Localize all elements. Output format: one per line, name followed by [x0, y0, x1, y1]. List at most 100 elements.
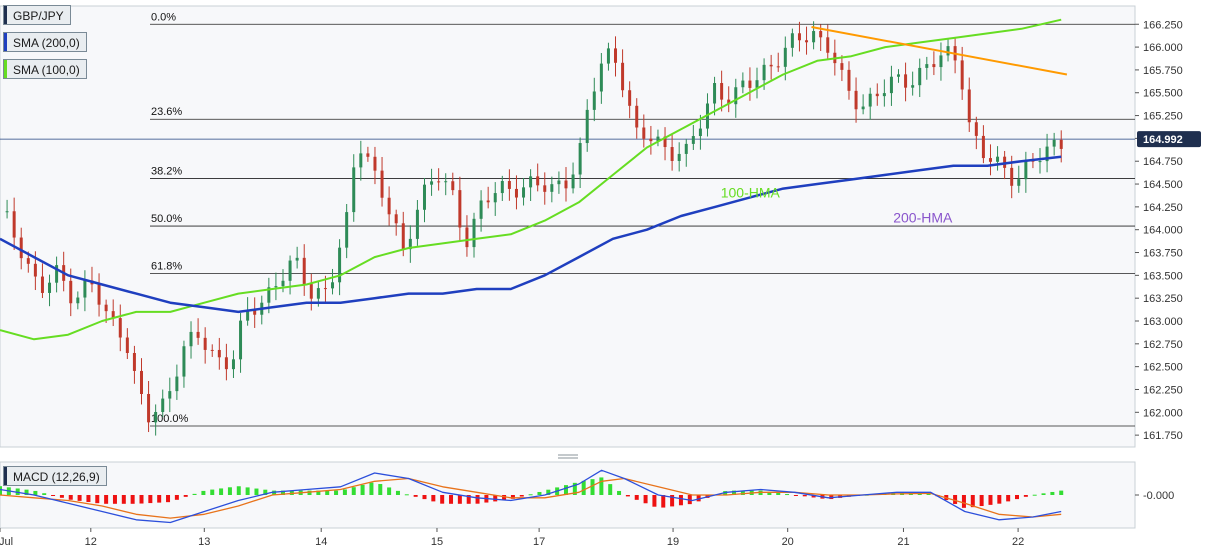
- macd-hist-bar-44: [387, 487, 392, 495]
- candle-body-33: [231, 359, 235, 370]
- candle-body-126: [889, 76, 893, 94]
- macd-hist-bar-40: [351, 487, 356, 495]
- candle-body-21: [147, 393, 151, 423]
- price-panel[interactable]: 166.250166.000165.750165.500165.250165.0…: [0, 5, 1201, 459]
- candle-body-31: [217, 349, 221, 358]
- sma100-legend[interactable]: SMA (100,0): [3, 59, 87, 79]
- candle-body-144: [1017, 179, 1021, 186]
- candle-body-67: [472, 218, 476, 248]
- macd-hist-bar-119: [1050, 491, 1055, 495]
- candle-body-111: [783, 47, 787, 67]
- macd-hist-bar-92: [811, 495, 816, 498]
- candle-body-3: [19, 237, 23, 259]
- price-tick-label-16: 162.250: [1143, 384, 1183, 396]
- macd-hist-bar-39: [342, 489, 347, 495]
- candle-body-62: [437, 181, 441, 183]
- macd-legend[interactable]: MACD (12,26,9): [3, 466, 107, 486]
- price-tick-label-18: 161.750: [1143, 430, 1183, 442]
- candle-body-77: [543, 185, 547, 192]
- candle-body-32: [224, 357, 228, 370]
- symbol-label: GBP/JPY: [13, 9, 64, 23]
- macd-hist-bar-7: [59, 495, 64, 498]
- macd-hist-bar-46: [404, 494, 409, 496]
- macd-tick-label-0: -0.000: [1143, 490, 1174, 502]
- price-plot-area: [0, 5, 1136, 448]
- x-axis: Jul 12 13 14 15 17 19 20 21 22: [0, 528, 1024, 548]
- candle-body-41: [288, 260, 292, 281]
- macd-hist-bar-21: [183, 495, 188, 497]
- macd-hist-bar-52: [457, 495, 462, 504]
- candle-body-107: [755, 80, 759, 88]
- macd-hist-bar-76: [670, 495, 675, 507]
- macd-hist-bar-112: [988, 495, 993, 505]
- macd-hist-bar-48: [422, 495, 427, 500]
- candle-body-145: [1024, 160, 1028, 180]
- candle-body-98: [691, 136, 695, 144]
- candle-body-27: [189, 331, 193, 347]
- x-tick-label-7: 20: [782, 536, 794, 548]
- candle-body-125: [882, 93, 886, 97]
- macd-hist-bar-27: [236, 486, 241, 495]
- candle-body-48: [338, 247, 342, 283]
- macd-hist-bar-8: [68, 495, 73, 500]
- candle-body-108: [762, 64, 766, 81]
- candle-body-122: [861, 106, 865, 110]
- x-tick-label-3: 14: [315, 536, 327, 548]
- candle-body-70: [493, 193, 497, 203]
- sma200-legend[interactable]: SMA (200,0): [3, 32, 87, 52]
- candle-body-59: [415, 209, 419, 239]
- candle-body-124: [875, 93, 879, 97]
- symbol-legend[interactable]: GBP/JPY: [3, 5, 71, 25]
- candle-body-25: [175, 376, 179, 392]
- candle-body-28: [196, 331, 200, 338]
- candle-body-26: [182, 346, 186, 377]
- last-price-tag: [1137, 131, 1201, 148]
- macd-hist-bar-109: [961, 495, 966, 508]
- candle-body-78: [550, 184, 554, 192]
- macd-hist-bar-73: [643, 495, 648, 504]
- macd-hist-bar-114: [1006, 495, 1011, 502]
- candle-body-5: [33, 263, 37, 277]
- x-tick-label-1: 12: [85, 536, 97, 548]
- macd-hist-bar-64: [563, 485, 568, 495]
- macd-hist-bar-22: [192, 493, 197, 495]
- candle-body-96: [677, 153, 681, 161]
- macd-hist-bar-79: [696, 495, 701, 502]
- candle-body-132: [932, 64, 936, 68]
- candle-body-139: [981, 135, 985, 159]
- candle-body-42: [295, 257, 299, 261]
- macd-panel[interactable]: -0.000: [0, 461, 1174, 529]
- macd-hist-bar-108: [953, 495, 958, 504]
- candle-body-117: [826, 37, 830, 53]
- candle-body-97: [684, 143, 688, 154]
- macd-hist-bar-57: [502, 495, 507, 501]
- candle-body-2: [12, 211, 16, 238]
- candle-body-130: [918, 67, 922, 86]
- candle-body-84: [592, 91, 596, 110]
- macd-hist-bar-15: [130, 495, 135, 504]
- price-tick-label-17: 162.000: [1143, 407, 1183, 419]
- candle-body-61: [430, 181, 434, 185]
- candle-body-150: [1059, 139, 1063, 149]
- x-tick-label-2: 13: [198, 536, 210, 548]
- macd-swatch: [4, 467, 7, 485]
- fib-label-0: 0.0%: [151, 11, 176, 23]
- candle-body-39: [274, 286, 278, 288]
- candle-body-93: [656, 136, 660, 142]
- macd-hist-bar-110: [970, 495, 975, 508]
- macd-hist-bar-17: [148, 495, 153, 504]
- fib-label-4: 61.8%: [151, 261, 182, 273]
- macd-hist-bar-43: [378, 484, 383, 495]
- candle-body-147: [1038, 161, 1042, 163]
- candle-body-58: [408, 238, 412, 250]
- macd-hist-bar-120: [1059, 490, 1064, 495]
- macd-hist-bar-37: [325, 490, 330, 495]
- macd-hist-bar-13: [112, 495, 117, 504]
- macd-hist-bar-111: [979, 495, 984, 507]
- macd-hist-bar-67: [590, 479, 595, 495]
- price-tick-label-15: 162.500: [1143, 362, 1183, 374]
- candle-body-141: [996, 156, 1000, 162]
- candle-body-92: [649, 138, 653, 142]
- candle-body-90: [635, 105, 639, 128]
